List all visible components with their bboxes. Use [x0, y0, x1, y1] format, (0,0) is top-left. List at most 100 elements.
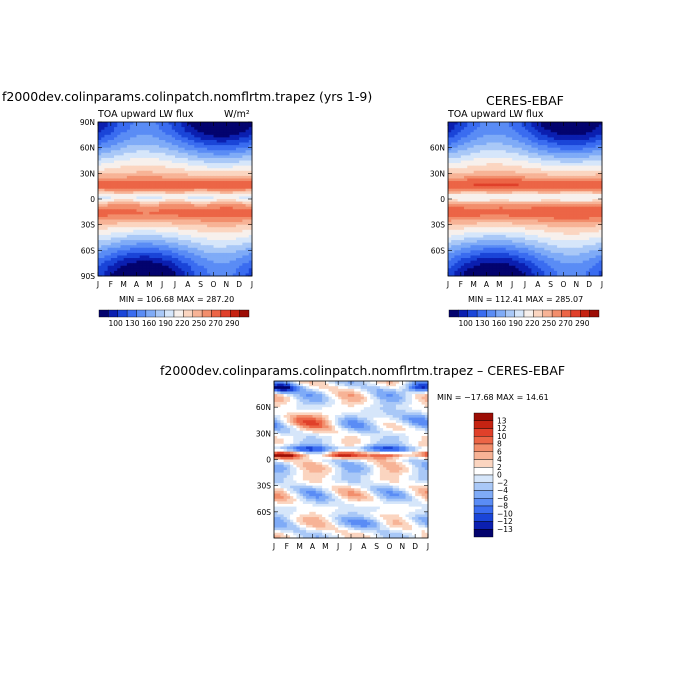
- panel2-cell: [508, 216, 513, 220]
- panel1-cell: [216, 178, 221, 182]
- panel1-cell: [114, 142, 118, 146]
- panel2-cell: [560, 127, 564, 131]
- panel1-cell: [191, 260, 195, 264]
- panel2-cell: [515, 196, 519, 200]
- panel2-cell: [473, 201, 478, 205]
- panel2-cell: [557, 170, 561, 174]
- panel2-cell: [541, 170, 545, 174]
- panel2-cell: [460, 219, 465, 223]
- panel1-cell: [146, 188, 150, 192]
- panel1-cell: [239, 219, 243, 223]
- panel1-cell: [162, 124, 166, 128]
- panel1-cell: [181, 240, 186, 244]
- panel2-cell: [467, 122, 471, 125]
- panel1-cell: [248, 260, 253, 264]
- panel2-cell: [512, 150, 516, 154]
- panel2-cell: [534, 206, 539, 210]
- panel1-cell: [117, 170, 121, 174]
- panel1-cell: [194, 232, 198, 236]
- panel1-cell: [181, 258, 186, 261]
- panel2-cell: [585, 165, 590, 169]
- panel1-cell: [207, 199, 211, 202]
- panel1-cell: [139, 199, 144, 202]
- panel2-cell: [464, 142, 468, 146]
- panel2-cell: [553, 152, 558, 156]
- panel2-cell: [451, 178, 455, 182]
- panel2-cell: [512, 193, 516, 197]
- panel1-cell: [248, 232, 253, 236]
- panel1-cell: [245, 191, 250, 195]
- panel1-cell: [152, 273, 157, 277]
- panel2-cell: [518, 201, 523, 205]
- panel1-cell: [158, 127, 163, 131]
- panel1-cell: [207, 237, 211, 241]
- panel1-cell: [139, 219, 144, 223]
- panel1-cell: [101, 139, 105, 143]
- panel1-cell: [239, 270, 243, 274]
- panel2-cell: [557, 219, 561, 223]
- panel2-cell: [525, 142, 529, 146]
- panel1-cell: [142, 265, 147, 269]
- panel2-cell: [573, 214, 577, 218]
- panel2-cell: [521, 219, 526, 223]
- panel1-cell: [130, 268, 134, 272]
- panel1-cell: [104, 222, 109, 226]
- panel1-cell: [101, 219, 105, 223]
- panel2-cell: [550, 170, 555, 174]
- panel1-cell: [146, 191, 150, 195]
- panel1-cell: [207, 132, 211, 136]
- panel2-cell: [598, 134, 603, 138]
- panel2-cell: [451, 229, 455, 233]
- panel2-cell: [480, 168, 484, 172]
- panel1-cell: [152, 186, 157, 190]
- panel1-cell: [216, 245, 221, 249]
- panel1-cell: [242, 204, 246, 208]
- panel1-cell: [152, 124, 157, 128]
- panel1-cell: [152, 255, 157, 259]
- panel1-cell: [219, 252, 224, 256]
- panel1-cell: [219, 268, 224, 272]
- panel2-cell: [569, 173, 574, 177]
- panel2-cell: [589, 127, 593, 131]
- panel1-cell: [200, 211, 205, 215]
- panel2-cell: [476, 160, 481, 164]
- panel1-cell: [187, 173, 192, 177]
- panel2-cell: [473, 222, 478, 226]
- panel2-cell: [595, 193, 600, 197]
- panel2-cell: [457, 168, 462, 172]
- panel1-cell: [126, 222, 131, 226]
- panel1-cell: [162, 211, 166, 215]
- panel1-cell: [117, 186, 121, 190]
- panel2-cell: [537, 134, 542, 138]
- panel1-cell: [98, 250, 102, 254]
- panel2-cell: [460, 157, 465, 161]
- panel2-cell: [492, 211, 497, 215]
- panel1-cell: [178, 265, 182, 269]
- panel1-cell: [155, 270, 160, 274]
- panel2-cell: [476, 181, 481, 184]
- panel1-cell: [139, 147, 144, 151]
- panel1-cell: [133, 270, 137, 274]
- panel1-cell: [210, 240, 214, 244]
- panel2-cell: [492, 227, 497, 231]
- panel1-cell: [178, 216, 182, 220]
- panel1-cell: [248, 237, 253, 241]
- panel1-cell: [120, 155, 125, 159]
- panel1-cell: [107, 224, 112, 228]
- panel1-cell: [171, 122, 176, 125]
- panel2-cell: [557, 168, 561, 172]
- panel1-cell: [130, 155, 134, 159]
- panel1-cell: [155, 145, 160, 149]
- panel1-cell: [152, 165, 157, 169]
- panel1-cell: [168, 157, 173, 161]
- panel1-cell: [216, 160, 221, 164]
- panel1-cell: [101, 242, 105, 246]
- panel2-cell: [467, 191, 471, 195]
- panel2-cell: [589, 132, 593, 136]
- panel1-cell: [226, 165, 230, 169]
- panel1-cell: [168, 252, 173, 256]
- panel1-cell: [200, 263, 205, 267]
- panel2-cell: [502, 142, 507, 146]
- panel2-cell: [550, 219, 555, 223]
- panel2-cell: [518, 129, 523, 133]
